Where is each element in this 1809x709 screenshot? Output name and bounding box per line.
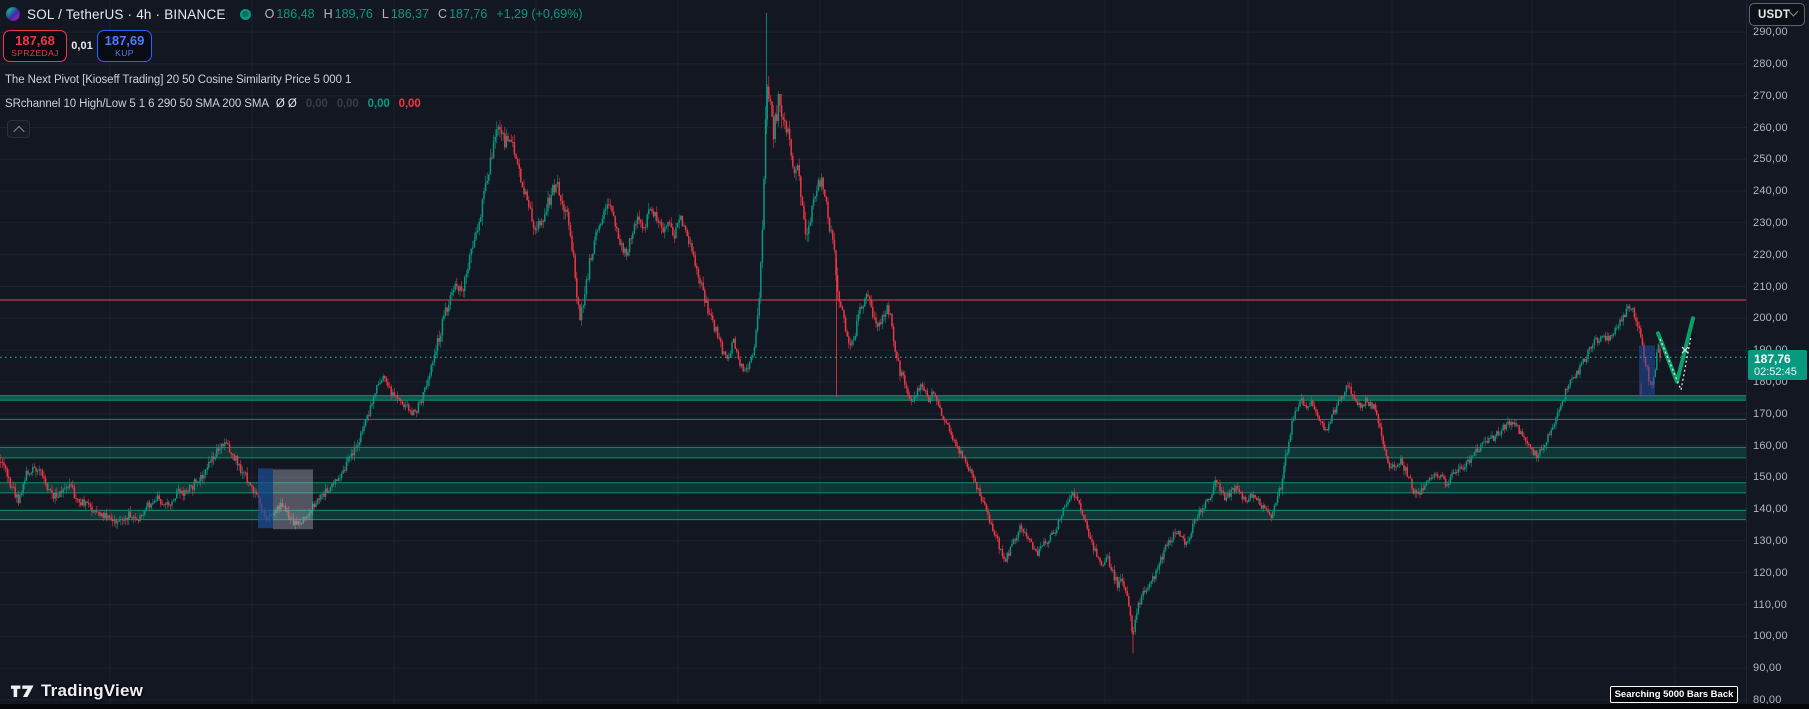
buy-label: KUP	[115, 47, 134, 58]
low-value: 186,37	[390, 7, 430, 21]
price-axis-label: 140,00	[1753, 503, 1788, 516]
tradingview-glyph-icon	[11, 685, 34, 697]
price-axis-label: 250,00	[1753, 153, 1788, 166]
bar-countdown: 02:52:45	[1754, 365, 1797, 378]
sell-button[interactable]: 187,68 SPRZEDAJ	[3, 30, 67, 62]
srchannel-title: SRchannel 10 High/Low 5 1 6 290 50 SMA 2…	[5, 98, 269, 110]
chevron-up-icon	[12, 125, 25, 137]
price-axis-label: 240,00	[1753, 185, 1788, 198]
highlight-boxes[interactable]	[258, 345, 1655, 530]
price-axis-label: 280,00	[1753, 57, 1788, 70]
ohlc-readout: O 186,48 H 189,76 L 186,37 C 187,76 +1,29 (+…	[265, 7, 583, 21]
price-axis[interactable]: 290,00 280,00 270,00 260,00 250,00 240,00 230,…	[1746, 0, 1809, 709]
sell-label: SPRZEDAJ	[11, 47, 59, 58]
spread-value: 0,01	[71, 40, 93, 52]
sol-logo-icon	[6, 7, 20, 21]
srchannel-value-4: 0,00	[398, 98, 421, 110]
symbol-title[interactable]: SOL / TetherUS · 4h · BINANCE	[27, 6, 226, 22]
low-label: L	[381, 7, 389, 21]
srchannel-phi: Ø Ø	[275, 98, 297, 110]
close-label: C	[438, 7, 448, 21]
highlight-box-blue2	[1639, 345, 1655, 398]
market-status-icon[interactable]	[239, 8, 251, 20]
price-axis-label: 130,00	[1753, 534, 1788, 547]
time-axis-strip	[0, 704, 1809, 709]
chevron-down-icon	[1788, 6, 1799, 17]
indicator-srchannel[interactable]: SRchannel 10 High/Low 5 1 6 290 50 SMA 2…	[5, 98, 421, 110]
price-axis-label: 210,00	[1753, 280, 1788, 293]
open-label: O	[264, 7, 275, 21]
current-price-badge: 187,76 02:52:45	[1748, 350, 1807, 380]
price-axis-label: 150,00	[1753, 471, 1788, 484]
price-axis-label: 170,00	[1753, 407, 1788, 420]
buy-price: 187,69	[104, 33, 145, 49]
open-value: 186,48	[276, 7, 315, 21]
price-axis-label: 80,00	[1753, 693, 1782, 706]
srchannel-value-1: 0,00	[305, 98, 328, 110]
close-value: 187,76	[449, 7, 488, 21]
highlight-box-gray	[273, 469, 313, 530]
price-axis-label: 200,00	[1753, 312, 1788, 325]
high-value: 189,76	[334, 7, 373, 21]
sell-price: 187,68	[15, 33, 55, 49]
currency-selector[interactable]: USDT	[1749, 3, 1805, 26]
highlight-box-blue	[258, 468, 273, 529]
price-axis-label: 270,00	[1753, 89, 1788, 102]
indicator-next-pivot[interactable]: The Next Pivot [Kioseff Trading] 20 50 C…	[5, 74, 352, 86]
projection-green-zigzag	[1656, 316, 1695, 384]
loading-tooltip: Searching 5000 Bars Back	[1610, 686, 1738, 703]
collapse-indicators-button[interactable]	[7, 120, 30, 138]
tradingview-logo[interactable]: TradingView	[10, 681, 143, 701]
srchannel-value-3: 0,00	[367, 98, 390, 110]
price-axis-label: 220,00	[1753, 248, 1788, 261]
buy-button[interactable]: 187,69 KUP	[97, 30, 152, 62]
current-price: 187,76	[1754, 351, 1791, 366]
price-axis-label: 290,00	[1753, 26, 1788, 39]
srchannel-value-2: 0,00	[336, 98, 359, 110]
sr-channel-bands	[0, 395, 1746, 521]
trade-buttons: 187,68 SPRZEDAJ 0,01 187,69 KUP	[3, 30, 152, 62]
price-axis-label: 110,00	[1753, 598, 1788, 611]
next-pivot-projection[interactable]	[1656, 316, 1695, 393]
price-axis-label: 160,00	[1753, 439, 1788, 452]
change-value: +1,29 (+0,69%)	[496, 7, 583, 21]
currency-label: USDT	[1758, 8, 1791, 21]
high-label: H	[323, 7, 333, 21]
price-axis-label: 100,00	[1753, 630, 1788, 643]
axis-separator	[1746, 0, 1747, 709]
candlestick-series	[0, 13, 1661, 654]
price-axis-label: 230,00	[1753, 216, 1788, 229]
projection-marker-icon	[1681, 346, 1689, 354]
price-axis-label: 90,00	[1753, 662, 1782, 675]
tradingview-wordmark: TradingView	[41, 681, 144, 700]
price-axis-label: 260,00	[1753, 121, 1788, 134]
price-axis-label: 120,00	[1753, 566, 1788, 579]
